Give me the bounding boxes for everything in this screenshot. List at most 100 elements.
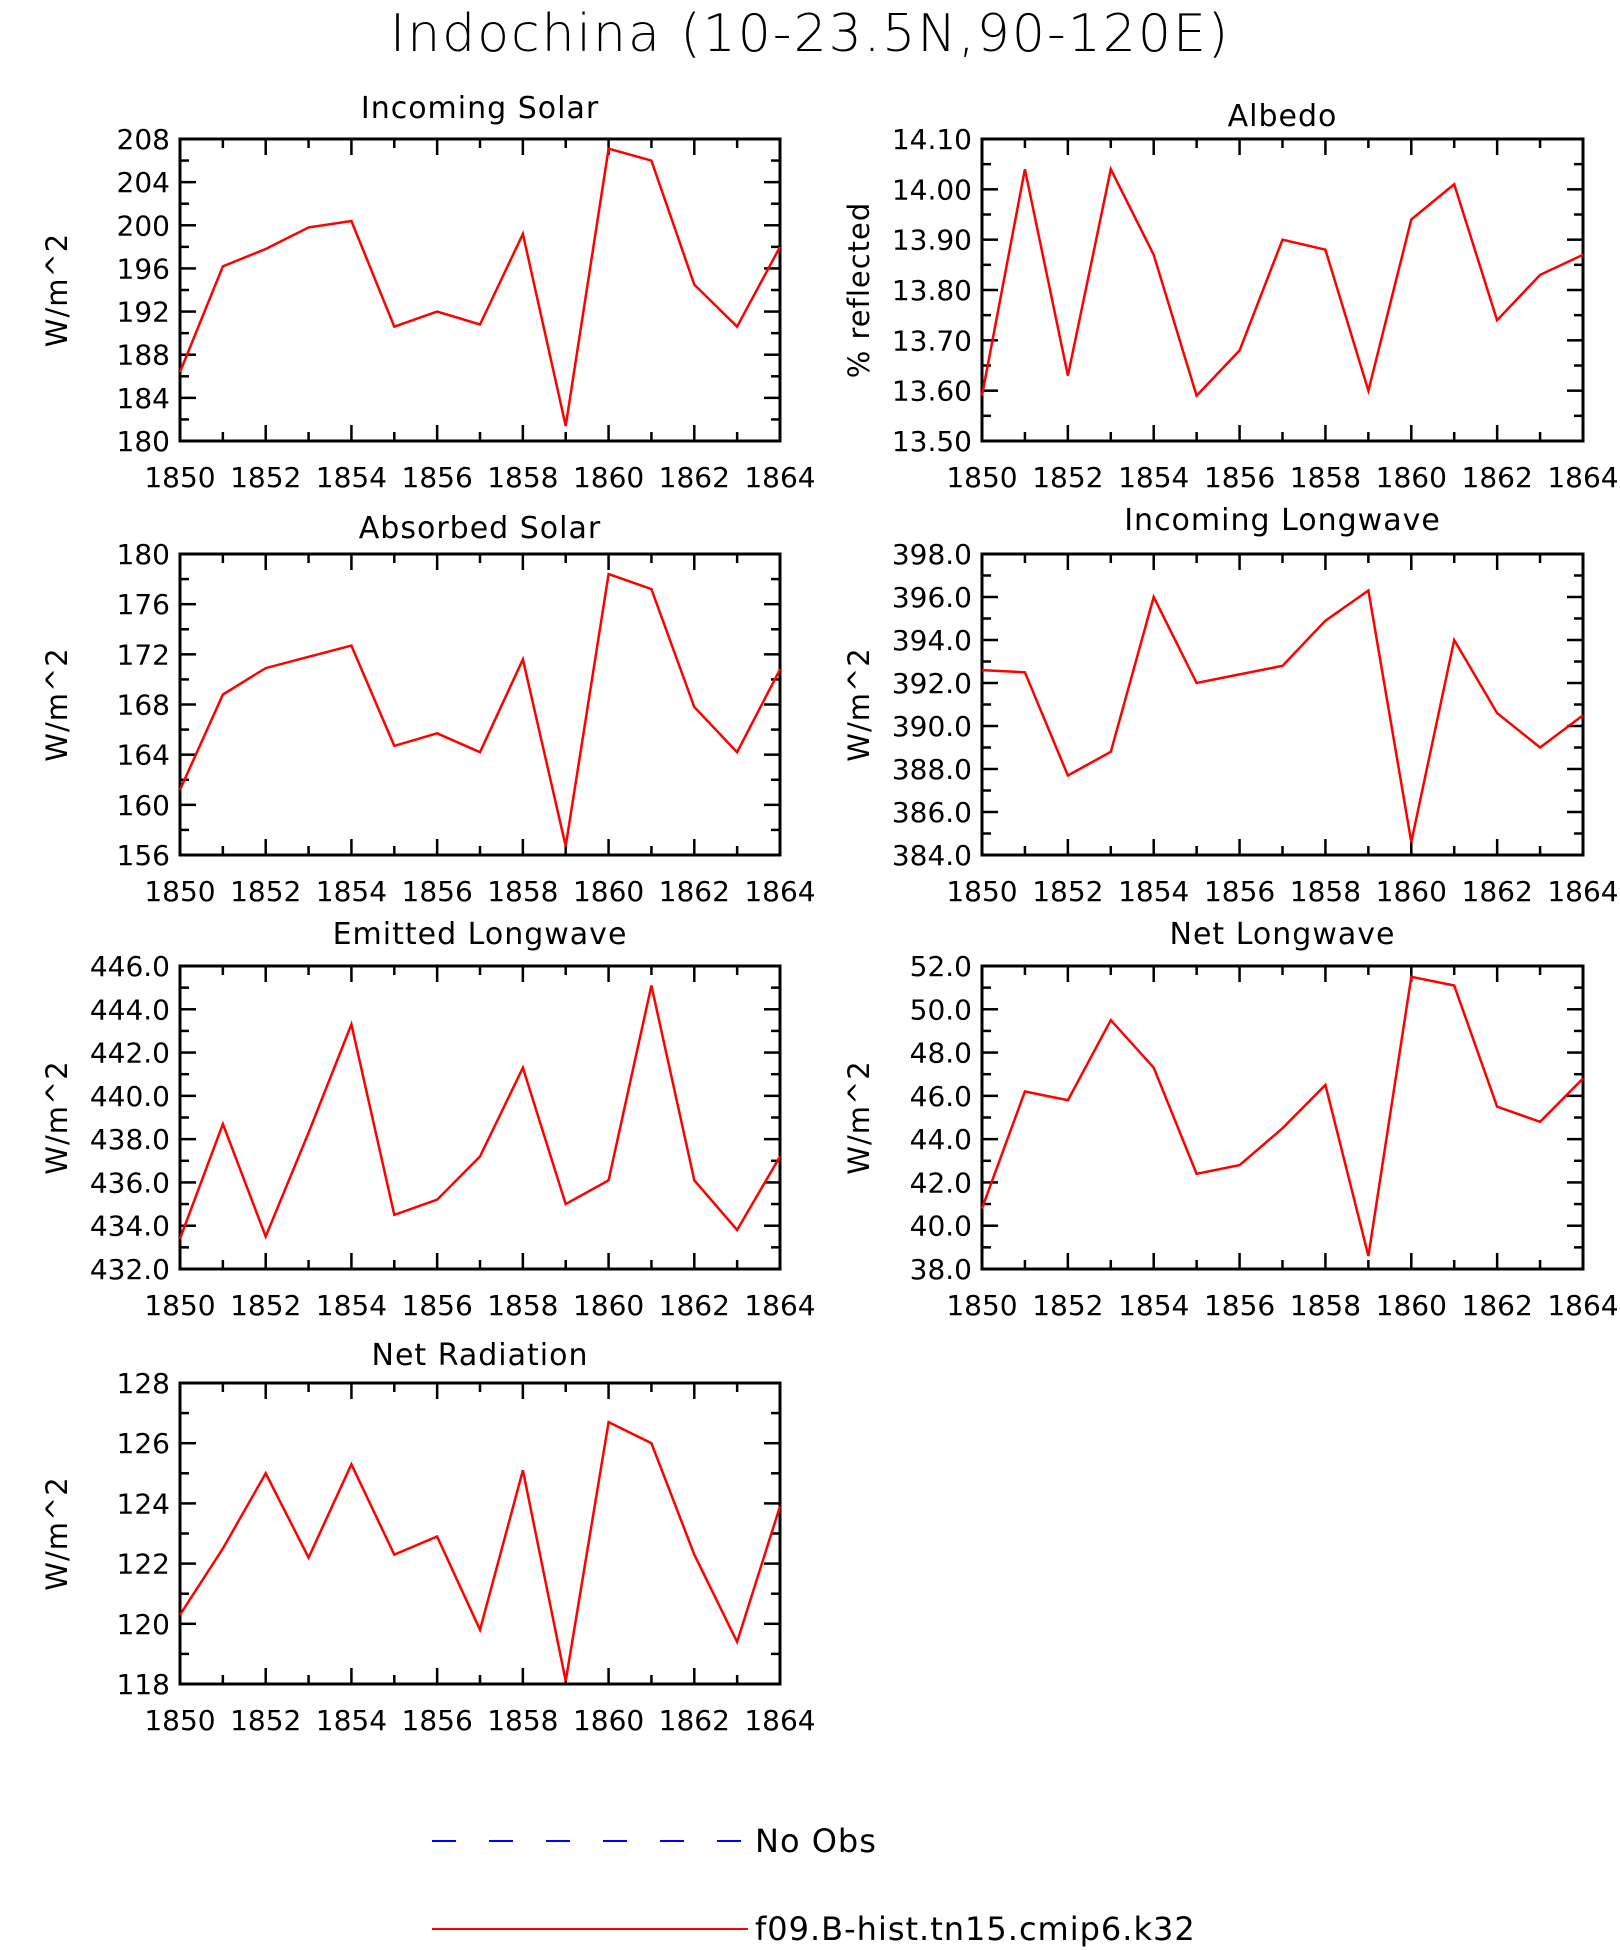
y-tick-label: 184: [117, 382, 170, 415]
y-tick-label: 128: [117, 1367, 170, 1400]
plot-frame: [980, 137, 1585, 443]
y-tick-label: 180: [117, 538, 170, 571]
x-tick-label: 1854: [316, 461, 387, 494]
x-tick-label: 1852: [1032, 875, 1103, 908]
figure-title: Indochina (10-23.5N,90-120E): [389, 4, 1231, 64]
x-tick-label: 1864: [744, 461, 815, 494]
series-line: [178, 1420, 782, 1682]
y-tick-label: 396.0: [892, 581, 972, 614]
y-tick-label: 172: [117, 638, 170, 671]
y-tick-label: 392.0: [892, 667, 972, 700]
y-tick-label: 384.0: [892, 839, 972, 872]
y-axis-label: W/m^2: [40, 1060, 74, 1174]
x-tick-label: 1864: [1547, 1289, 1618, 1322]
x-tick-label: 1854: [316, 1704, 387, 1737]
y-tick-label: 122: [117, 1548, 170, 1581]
chart-title: Net Radiation: [372, 1338, 589, 1373]
chart-emitted-longwave: Emitted Longwave W/m^2 1850 1852 1854 1856 185…: [40, 917, 816, 1322]
x-tick-label: 1860: [573, 1289, 644, 1322]
y-tick-label: 40.0: [910, 1210, 972, 1243]
x-tick-label: 1858: [487, 875, 558, 908]
series-line: [981, 588, 1584, 843]
y-tick-label: 444.0: [90, 993, 170, 1026]
y-tick-label: 44.0: [910, 1123, 972, 1156]
y-tick-label: 192: [117, 296, 170, 329]
series-line: [178, 572, 782, 847]
x-tick-label: 1858: [1290, 1289, 1361, 1322]
chart-title: Albedo: [1228, 99, 1338, 134]
series-line: [980, 165, 1584, 399]
x-tick-label: 1852: [1032, 461, 1103, 494]
x-tick-label: 1862: [659, 461, 730, 494]
x-tick-label: 1856: [1204, 1289, 1275, 1322]
x-tick-label: 1862: [659, 875, 730, 908]
x-tick-label: 1854: [1118, 1289, 1189, 1322]
x-tick-label: 1856: [1204, 461, 1275, 494]
y-tick-label: 196: [117, 252, 170, 285]
chart-title: Incoming Longwave: [1124, 503, 1441, 538]
series-line: [178, 985, 782, 1240]
y-tick-label: 38.0: [910, 1253, 972, 1286]
y-tick-label: 13.70: [892, 324, 972, 357]
y-tick-label: 446.0: [90, 950, 170, 983]
x-tick-label: 1856: [1204, 875, 1275, 908]
x-tick-label: 1850: [946, 875, 1017, 908]
x-tick-label: 1854: [316, 875, 387, 908]
x-tick-label: 1854: [1118, 461, 1189, 494]
x-tick-label: 1850: [946, 1289, 1017, 1322]
x-tick-label: 1864: [1547, 461, 1618, 494]
series-line: [980, 975, 1584, 1257]
y-tick-label: 14.00: [892, 173, 972, 206]
chart-title: Net Longwave: [1170, 917, 1396, 952]
plot-frame: [178, 552, 782, 857]
y-tick-label: 436.0: [90, 1166, 170, 1199]
x-tick-label: 1862: [1462, 461, 1533, 494]
y-axis-label: W/m^2: [40, 647, 74, 761]
x-tick-label: 1852: [230, 1289, 301, 1322]
y-tick-label: 50.0: [910, 993, 972, 1026]
y-tick-label: 13.90: [892, 224, 972, 257]
x-tick-label: 1854: [1118, 875, 1189, 908]
y-axis-label: % reflected: [842, 202, 876, 379]
y-tick-label: 188: [117, 339, 170, 372]
chart-incoming-solar: Incoming Solar W/m^2 1850 1852 1854 1856 1858 1…: [40, 91, 816, 494]
y-axis-label: W/m^2: [842, 647, 876, 761]
x-tick-label: 1850: [144, 1289, 215, 1322]
y-tick-label: 180: [117, 425, 170, 458]
y-tick-label: 440.0: [90, 1080, 170, 1113]
chart-albedo: Albedo % reflected 1850 1852 1854 1856 1858 186…: [842, 99, 1619, 494]
y-tick-label: 120: [117, 1608, 170, 1641]
x-tick-label: 1862: [1462, 1289, 1533, 1322]
y-tick-label: 394.0: [892, 624, 972, 657]
x-tick-label: 1864: [744, 875, 815, 908]
y-tick-label: 432.0: [90, 1253, 170, 1286]
series-line: [178, 147, 782, 427]
x-tick-label: 1858: [487, 461, 558, 494]
x-tick-label: 1854: [316, 1289, 387, 1322]
y-tick-label: 204: [117, 166, 170, 199]
y-tick-label: 168: [117, 689, 170, 722]
y-tick-label: 164: [117, 739, 170, 772]
plot-frame: [980, 964, 1585, 1271]
x-tick-label: 1858: [487, 1289, 558, 1322]
x-tick-label: 1850: [144, 875, 215, 908]
chart-net-radiation: Net Radiation W/m^2 1850 1852 1854 1856 1858 18…: [40, 1338, 816, 1737]
x-tick-label: 1862: [659, 1289, 730, 1322]
y-axis-label: W/m^2: [40, 1476, 74, 1590]
x-tick-label: 1860: [1376, 1289, 1447, 1322]
x-tick-label: 1850: [144, 461, 215, 494]
plot-frame: [178, 1381, 782, 1686]
y-tick-label: 386.0: [892, 796, 972, 829]
chart-title: Absorbed Solar: [359, 511, 601, 546]
y-tick-label: 46.0: [910, 1080, 972, 1113]
y-tick-label: 52.0: [910, 950, 972, 983]
x-tick-label: 1856: [402, 1704, 473, 1737]
y-tick-label: 156: [117, 839, 170, 872]
x-tick-label: 1856: [402, 461, 473, 494]
x-tick-label: 1860: [573, 1704, 644, 1737]
chart-title: Emitted Longwave: [333, 917, 628, 952]
y-tick-label: 434.0: [90, 1210, 170, 1243]
x-tick-label: 1860: [1376, 875, 1447, 908]
plot-frame: [178, 137, 782, 443]
y-tick-label: 118: [117, 1668, 170, 1701]
